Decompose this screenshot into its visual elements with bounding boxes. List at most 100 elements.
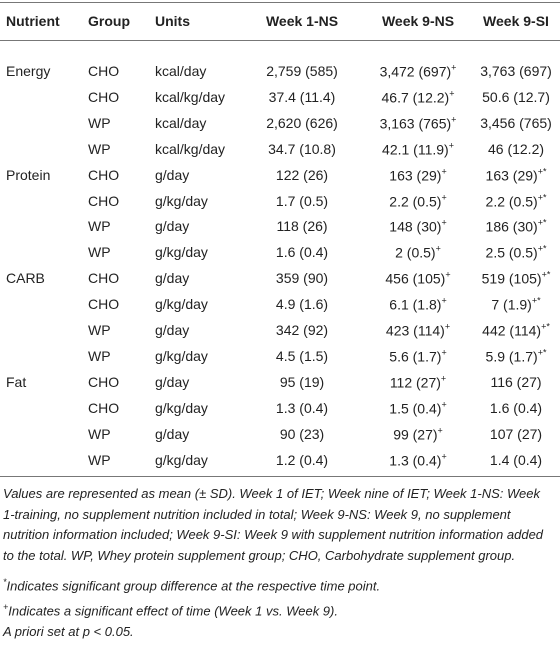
- note-text: A priori set at p < 0.05.: [3, 623, 134, 639]
- table-cell: WP: [88, 347, 111, 364]
- table-cell: g/kg/day: [155, 347, 208, 364]
- table-cell: 456 (105)+: [385, 270, 450, 287]
- table-cell: 2,620 (626): [266, 114, 338, 131]
- cell-value: 42.1 (11.9): [382, 141, 449, 158]
- table-cell: CHO: [88, 63, 120, 79]
- significance-marker: +*: [537, 347, 547, 358]
- table-cell: 122 (26): [275, 166, 329, 183]
- significance-marker: +: [449, 88, 455, 99]
- table-cell: kcal/day: [155, 63, 207, 79]
- table-cell: 2,759 (585): [266, 63, 338, 79]
- cell-value: 3,163 (765): [379, 115, 452, 132]
- table-cell: 3,763 (697): [480, 63, 552, 79]
- cell-value: 423 (114): [385, 322, 445, 339]
- table-cell: 3,456 (765): [480, 114, 552, 131]
- table-cell: 186 (30)+*: [486, 218, 547, 235]
- table-cell: 99 (27)+: [393, 425, 443, 442]
- significance-marker: +: [441, 347, 447, 358]
- cell-value: 2.2 (0.5): [389, 192, 442, 209]
- table-cell: 1.3 (0.4)+: [389, 451, 446, 468]
- header-cell: Units: [155, 13, 190, 29]
- table-cell: g/day: [155, 425, 190, 442]
- table-cell: 2.2 (0.5)+*: [486, 192, 547, 209]
- table-cell: 1.5 (0.4)+: [389, 399, 446, 416]
- table-cell: 2 (0.5)+: [395, 244, 441, 261]
- table-cell: g/kg/day: [155, 192, 208, 209]
- cell-value: 442 (114): [482, 322, 542, 339]
- note: Values are represented as mean (± SD). W…: [3, 484, 555, 566]
- significance-marker: +: [441, 166, 447, 177]
- header-cell: Week 1-NS: [265, 13, 339, 29]
- cell-value: 6.1 (1.8): [389, 296, 442, 313]
- table-cell: WP: [88, 244, 111, 261]
- table-cell: CHO: [88, 399, 120, 416]
- table-cell: 148 (30)+: [389, 218, 446, 235]
- cell-value: 7 (1.9): [491, 296, 532, 313]
- table-cell: 5.9 (1.7)+*: [486, 348, 547, 365]
- table-cell: CHO: [88, 296, 120, 313]
- significance-marker: +: [441, 218, 447, 229]
- note: +Indicates a significant effect of time …: [3, 597, 555, 622]
- table-cell: CHO: [88, 270, 120, 287]
- table-cell: 46 (12.2): [487, 140, 545, 157]
- cell-value: 3,472 (697): [379, 63, 452, 80]
- nutrient-label: CARB: [6, 270, 45, 287]
- table-cell: WP: [88, 114, 111, 131]
- significance-marker: +*: [537, 166, 547, 177]
- table-cell: 6.1 (1.8)+: [389, 296, 446, 313]
- significance-marker: +: [445, 269, 451, 280]
- table-cell: g/day: [155, 322, 190, 338]
- table-cell: WP: [88, 451, 111, 468]
- cell-value: 1.3 (0.4): [389, 451, 442, 468]
- table-cell: 442 (114)+*: [482, 322, 550, 339]
- note: *Indicates significant group difference …: [3, 572, 555, 597]
- significance-marker: +: [451, 62, 457, 73]
- cell-value: 163 (29): [485, 166, 538, 183]
- table-cell: 3,472 (697)+: [380, 63, 457, 80]
- table-cell: 4.9 (1.6): [275, 296, 329, 313]
- table-cell: WP: [88, 218, 111, 235]
- significance-marker: +: [451, 114, 457, 125]
- table-cell: 1.3 (0.4): [275, 399, 329, 416]
- cell-value: 163 (29): [389, 166, 442, 183]
- table-cell: 42.1 (11.9)+: [382, 140, 454, 157]
- table-cell: WP: [88, 322, 111, 338]
- table-cell: 37.4 (11.4): [268, 88, 336, 105]
- table-cell: 34.7 (10.8): [268, 140, 336, 157]
- note-marker: *: [3, 577, 7, 587]
- header-cell: Nutrient: [6, 13, 60, 29]
- header-cell: Week 9-NS: [381, 13, 455, 29]
- table-cell: 46.7 (12.2)+: [382, 89, 455, 106]
- cell-value: 2 (0.5): [395, 244, 436, 261]
- significance-marker: +: [440, 373, 447, 384]
- bottom-rule: [0, 476, 560, 477]
- table-cell: kcal/kg/day: [155, 140, 226, 157]
- table-cell: CHO: [88, 166, 120, 183]
- table-cell: 163 (29)+*: [486, 166, 547, 183]
- nutrient-label: Protein: [6, 166, 51, 183]
- table-cell: g/day: [155, 166, 190, 183]
- cell-value: 99 (27): [393, 425, 438, 442]
- table-cell: 90 (23): [279, 425, 325, 442]
- header-cell: Group: [88, 13, 130, 29]
- note-text: Indicates a significant effect of time (…: [8, 603, 338, 619]
- table-cell: 7 (1.9)+*: [491, 296, 540, 313]
- table-cell: 359 (90): [275, 270, 329, 287]
- significance-marker: +: [435, 243, 441, 254]
- table-cell: 95 (19): [279, 373, 325, 390]
- notes: Values are represented as mean (± SD). W…: [3, 484, 555, 642]
- significance-marker: +: [448, 140, 454, 151]
- table-cell: 4.5 (1.5): [275, 347, 329, 364]
- significance-marker: +: [441, 399, 447, 410]
- cell-value: 46.7 (12.2): [381, 89, 450, 106]
- significance-marker: +: [444, 321, 451, 332]
- table-cell: CHO: [88, 192, 120, 209]
- header-rule: [0, 40, 560, 41]
- significance-marker: +*: [541, 269, 551, 280]
- table-cell: 342 (92): [275, 322, 329, 338]
- table-cell: 2.5 (0.5)+*: [486, 244, 547, 261]
- table-cell: 163 (29)+: [389, 166, 446, 183]
- table-cell: g/day: [155, 270, 190, 287]
- cell-value: 519 (105): [481, 270, 542, 287]
- cell-value: 5.9 (1.7): [485, 348, 538, 365]
